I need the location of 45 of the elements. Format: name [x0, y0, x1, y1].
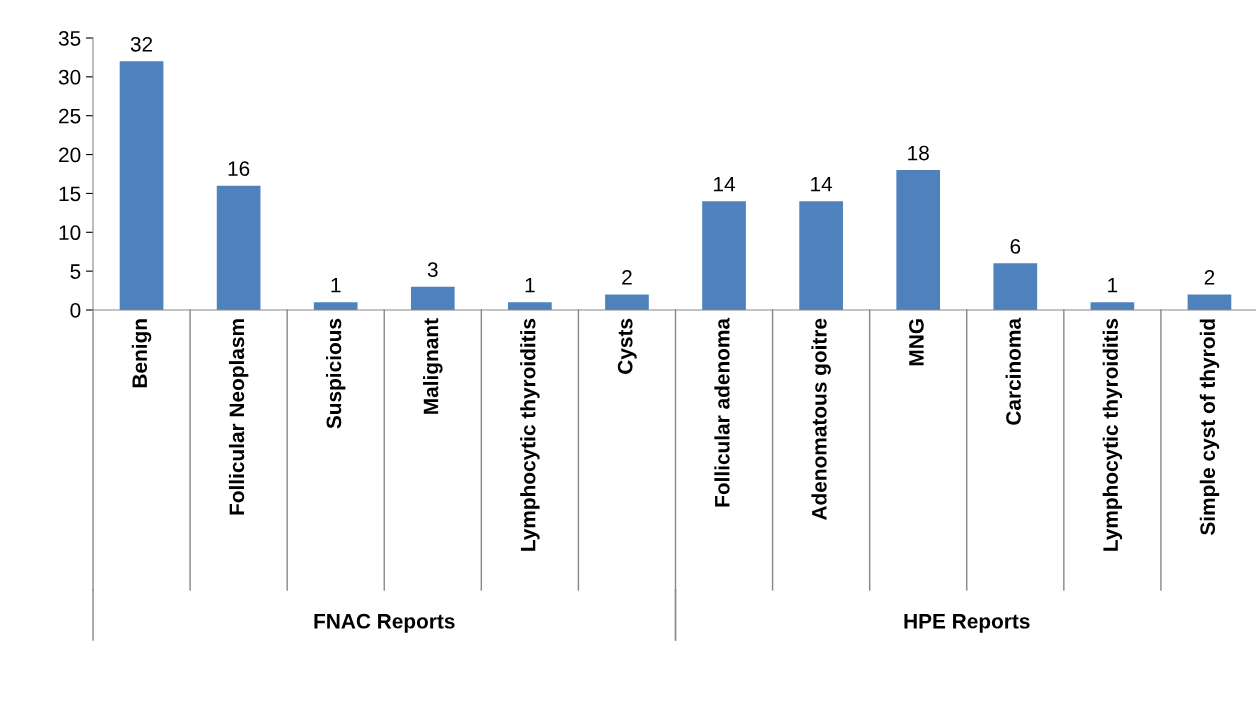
data-label: 2 — [1204, 270, 1215, 285]
bar — [410, 286, 455, 310]
x-tick-label: Simple cyst of thyroid — [1199, 319, 1220, 536]
data-label: 1 — [525, 278, 535, 293]
data-label: 3 — [427, 262, 438, 278]
data-label: 2 — [622, 270, 632, 285]
x-tick-label: MNG — [909, 319, 924, 366]
bar — [508, 302, 552, 310]
y-tick-label: 10 — [59, 225, 81, 241]
x-tick-label: Follicular Neoplasm — [228, 319, 249, 515]
y-tick-label: 30 — [58, 69, 81, 85]
x-tick-label: Carcinoma — [1005, 317, 1021, 425]
x-tick-label: Benign — [131, 319, 152, 388]
y-tick-label: 0 — [70, 303, 81, 318]
bar — [119, 61, 164, 310]
data-label: 6 — [1010, 238, 1021, 254]
text: HPE Reports — [904, 614, 1030, 633]
bar — [993, 263, 1038, 310]
y-tick-label: 5 — [70, 264, 81, 279]
data-label: 14 — [811, 176, 833, 192]
bar — [799, 201, 843, 310]
x-tick-label: Lymphocytic thyroiditis — [1102, 318, 1123, 551]
text: FNAC Reports — [314, 613, 455, 633]
x-tick-label: Suspicious — [326, 318, 346, 429]
data-label: 1 — [331, 278, 341, 293]
data-label: 18 — [908, 145, 929, 161]
x-tick-label: Cysts — [617, 318, 637, 374]
y-tick-label: 25 — [59, 108, 81, 124]
bar — [605, 294, 649, 310]
data-label: 1 — [1108, 278, 1118, 293]
bar — [702, 201, 746, 310]
y-tick-label: 35 — [58, 31, 81, 46]
x-tick-label: Adenomatous goitre — [811, 318, 831, 521]
bar — [313, 302, 358, 310]
data-label: 16 — [228, 161, 250, 176]
bar — [216, 185, 261, 310]
bar — [1187, 294, 1232, 310]
y-tick-label: 20 — [59, 147, 81, 163]
y-tick-label: 15 — [59, 186, 81, 202]
x-tick-label: Lymphocytic thyroiditis — [520, 318, 540, 551]
bar — [896, 170, 941, 310]
x-tick-label: Follicular adenoma — [714, 317, 730, 507]
data-label: 32 — [130, 36, 153, 52]
data-label: 14 — [714, 176, 736, 192]
x-tick-label: Malignant — [423, 318, 443, 414]
